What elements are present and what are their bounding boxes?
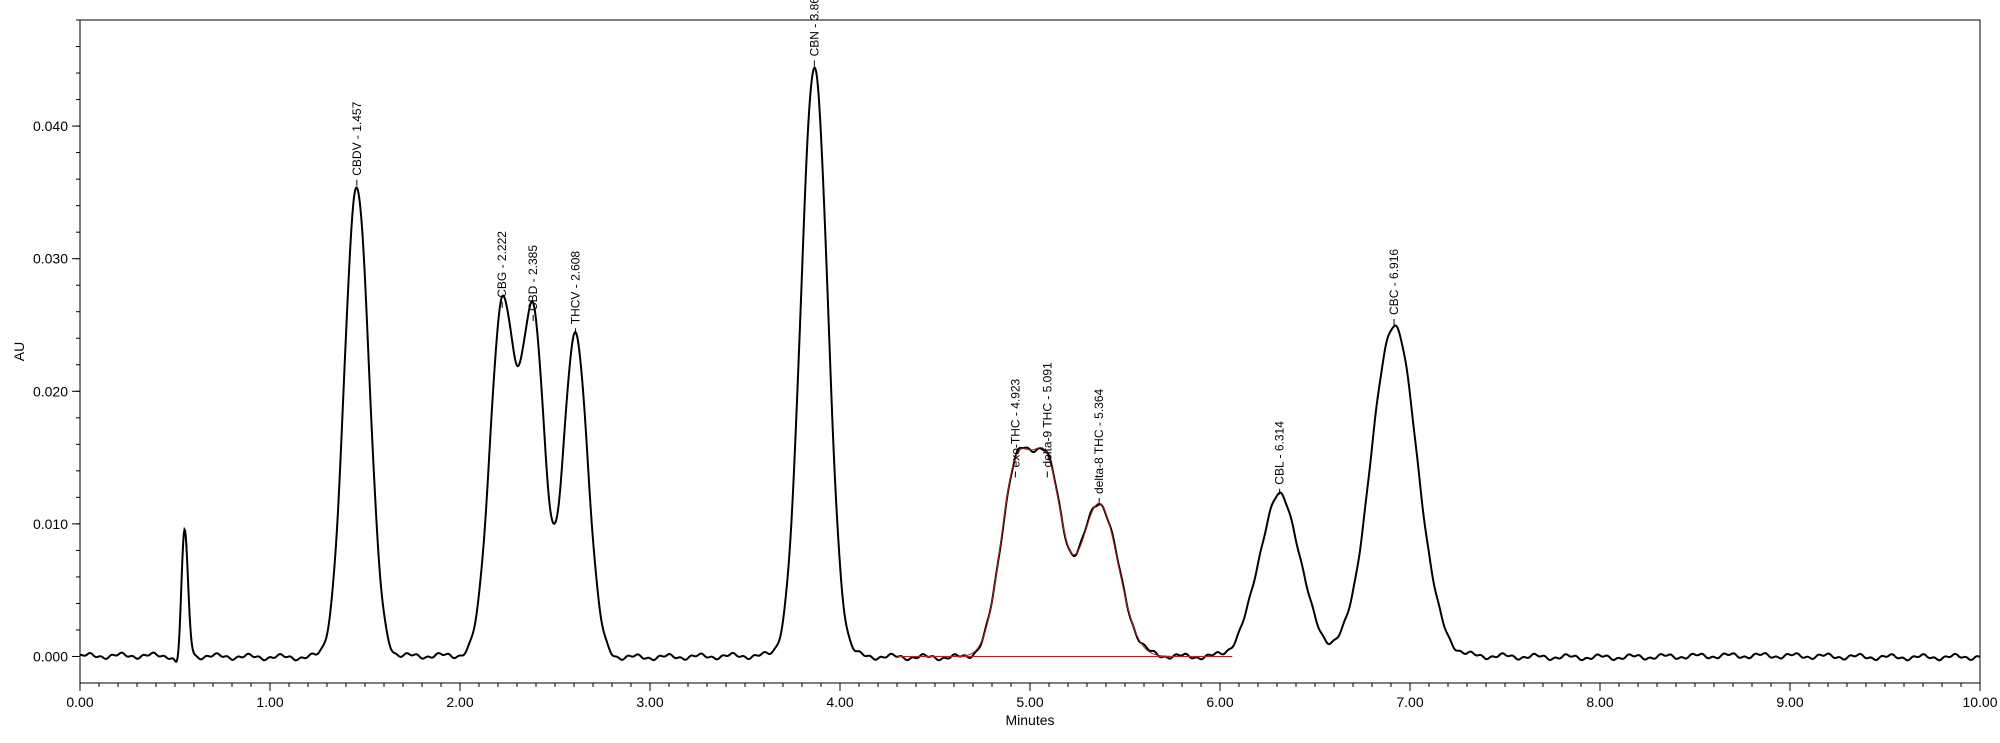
chromatogram-svg: 0.00 1.00 2.00 3.00 4.00 5.00 6.00 7.00 8.00 9.00… [0, 0, 2000, 743]
y-tick-label: 0.000 [33, 648, 68, 664]
peak-label: delta-9 THC - 5.091 [1040, 362, 1054, 467]
peak-label: CBC - 6.916 [1387, 249, 1401, 315]
chromatogram-chart: 0.00 1.00 2.00 3.00 4.00 5.00 6.00 7.00 8.00 9.00… [0, 0, 2000, 743]
y-tick-label: 0.010 [33, 516, 68, 532]
peak-label: CBDV - 1.457 [350, 101, 364, 175]
x-tick-label: 9.00 [1776, 694, 1803, 710]
y-tick-label: 0.030 [33, 251, 68, 267]
x-tick-label: 5.00 [1016, 694, 1043, 710]
peak-label: THCV - 2.608 [569, 251, 583, 325]
x-tick-label: 1.00 [256, 694, 283, 710]
x-tick-label: 7.00 [1396, 694, 1423, 710]
x-tick-label: 8.00 [1586, 694, 1613, 710]
peak-label: CBD - 2.385 [526, 245, 540, 311]
x-tick-label: 10.00 [1962, 694, 1997, 710]
peak-label: exo-THC - 4.923 [1008, 378, 1022, 467]
x-tick-label: 0.00 [66, 694, 93, 710]
x-tick-label: 4.00 [826, 694, 853, 710]
y-tick-label: 0.020 [33, 383, 68, 399]
peak-label: CBN - 3.865 [807, 0, 821, 56]
peak-label: delta-8 THC - 5.364 [1092, 388, 1106, 493]
peak-label: CBG - 2.222 [495, 231, 509, 298]
y-tick-label: 0.040 [33, 118, 68, 134]
peak-label: CBL - 6.314 [1273, 421, 1287, 485]
x-tick-label: 2.00 [446, 694, 473, 710]
x-axis-label: Minutes [1005, 712, 1054, 728]
y-axis-label: AU [11, 342, 27, 361]
x-tick-label: 3.00 [636, 694, 663, 710]
x-tick-label: 6.00 [1206, 694, 1233, 710]
